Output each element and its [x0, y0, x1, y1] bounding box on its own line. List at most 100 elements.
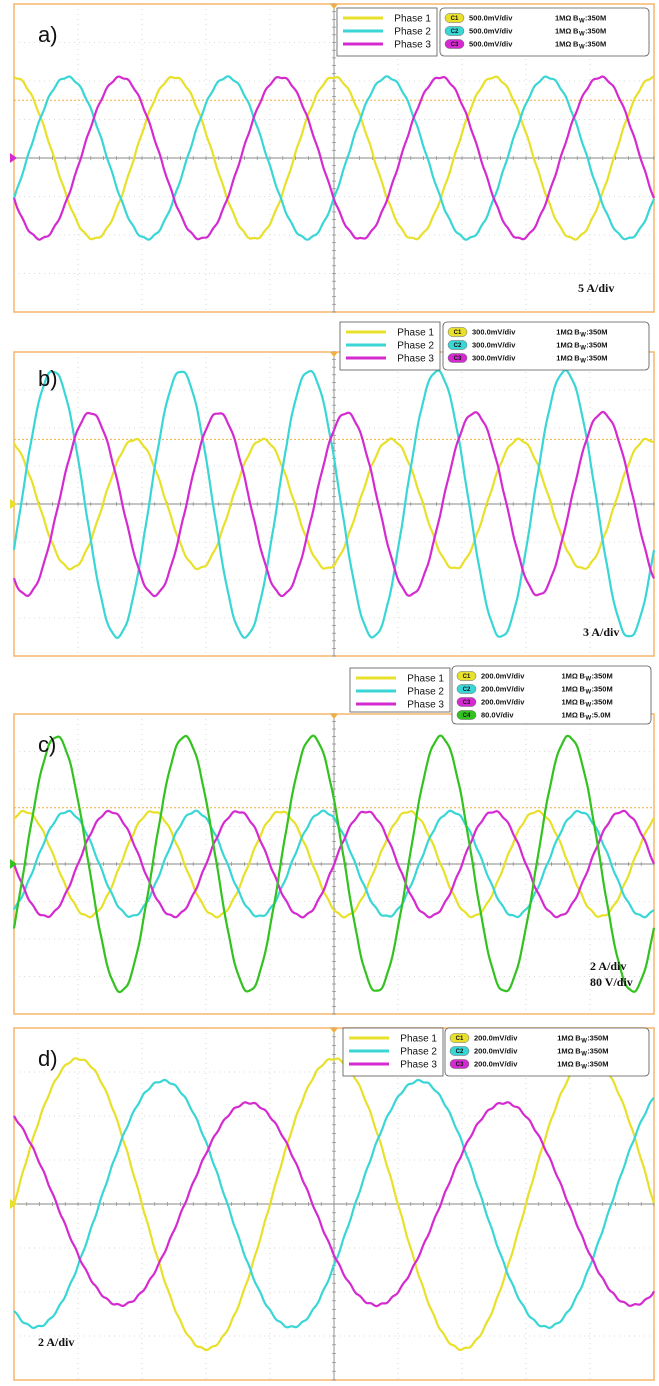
channel-badge: [447, 340, 468, 350]
channel-id: C2: [463, 687, 471, 693]
channel-badge: [444, 13, 465, 23]
channel-scale: 300.0mV/div: [472, 328, 516, 337]
legend-entry: Phase 3: [400, 1060, 437, 1071]
channel-info-box: [439, 7, 650, 57]
channel-scale: 200.0mV/div: [481, 672, 525, 681]
channel-badge: [456, 684, 477, 694]
channel-badge: [449, 1033, 470, 1043]
waveform-phase-3: [12, 809, 655, 919]
scope-plot-a: a) 5 A/div Phase 1 Phase 2 Phase 3 C1 500.0mV/…: [10, 3, 656, 313]
channel-ground-marker: [10, 859, 17, 869]
channel-id: C2: [456, 1049, 464, 1055]
channel-bw-symbol: B: [579, 698, 585, 707]
channel-bandwidth: :350M: [591, 672, 612, 681]
legend-entry: Phase 2: [407, 687, 444, 698]
scope-plot-d: d) 2 A/div Phase 1 Phase 2 Phase 3 C1 200.0mV/…: [10, 1027, 656, 1381]
scale-label: 2 A/div: [590, 959, 626, 973]
channel-badge: [444, 39, 465, 49]
channel-scale: 200.0mV/div: [474, 1047, 518, 1056]
channel-scale: 500.0mV/div: [469, 27, 513, 36]
scale-label: 5 A/div: [578, 281, 614, 295]
channel-bw-subscript: W: [585, 703, 591, 709]
waveform-phase-2: [12, 369, 656, 639]
channel-bandwidth: :350M: [587, 1034, 608, 1043]
channel-bandwidth: :350M: [587, 1060, 608, 1069]
scope-plot-c: c) 2 A/div 80 V/div Phase 1 Phase 2 Phase 3 C1…: [10, 665, 656, 1015]
channel-bw-symbol: B: [575, 1047, 581, 1056]
channel-impedance: 1MΩ: [557, 1060, 573, 1069]
channel-info-box: [444, 1027, 650, 1077]
channel-ground-marker: [10, 499, 17, 509]
channel-bandwidth: :350M: [585, 14, 606, 23]
channel-id: C3: [451, 42, 459, 48]
channel-bw-symbol: B: [573, 14, 579, 23]
channel-impedance: 1MΩ: [557, 1034, 573, 1043]
channel-id: C2: [454, 343, 462, 349]
legend: Phase 1 Phase 2 Phase 3: [339, 321, 441, 371]
legend: Phase 1 Phase 2 Phase 3: [349, 667, 451, 713]
legend-entry: Phase 3: [407, 700, 444, 711]
legend: Phase 1 Phase 2 Phase 3: [342, 1027, 444, 1077]
channel-id: C2: [451, 29, 459, 35]
channel-impedance: 1MΩ: [556, 341, 572, 350]
waveform-phase-1: [13, 437, 655, 571]
panel-label: d): [38, 1046, 58, 1071]
channel-badge: [456, 710, 477, 720]
channel-scale: 200.0mV/div: [481, 685, 525, 694]
channel-badge: [447, 353, 468, 363]
channel-bandwidth: :350M: [587, 1047, 608, 1056]
channel-info-box: [442, 321, 650, 371]
channel-bw-subscript: W: [580, 346, 586, 352]
channel-impedance: 1MΩ: [561, 685, 577, 694]
channel-scale: 500.0mV/div: [469, 40, 513, 49]
channel-scale: 200.0mV/div: [474, 1034, 518, 1043]
channel-bandwidth: :350M: [585, 40, 606, 49]
channel-ground-marker: [10, 153, 17, 163]
channel-impedance: 1MΩ: [555, 27, 571, 36]
channel-bw-subscript: W: [580, 333, 586, 339]
channel-bw-symbol: B: [574, 328, 580, 337]
panel-label: b): [38, 366, 58, 391]
waveform-phase-3: [12, 410, 655, 598]
legend-entry: Phase 3: [397, 354, 434, 365]
channel-bw-subscript: W: [585, 677, 591, 683]
channel-id: C4: [463, 713, 471, 719]
channel-bw-symbol: B: [579, 685, 585, 694]
channel-scale: 200.0mV/div: [474, 1060, 518, 1069]
channel-bw-symbol: B: [579, 711, 585, 720]
scope-panel-a: a) 5 A/div Phase 1 Phase 2 Phase 3 C1 500.0mV/…: [0, 0, 659, 318]
channel-id: C3: [454, 356, 462, 362]
channel-bw-symbol: B: [573, 27, 579, 36]
trigger-position-marker: [330, 352, 338, 357]
channel-bandwidth: :350M: [591, 685, 612, 694]
waveform-phase-2: [13, 1078, 655, 1329]
channel-impedance: 1MΩ: [556, 354, 572, 363]
channel-bw-symbol: B: [579, 672, 585, 681]
trigger-position-marker: [330, 4, 338, 9]
channel-impedance: 1MΩ: [561, 672, 577, 681]
channel-badge: [449, 1046, 470, 1056]
channel-id: C1: [456, 1036, 464, 1042]
channel-bw-subscript: W: [585, 716, 591, 722]
channel-bw-subscript: W: [579, 19, 585, 25]
channel-id: C3: [463, 700, 471, 706]
channel-ground-marker: [10, 1199, 17, 1209]
scale-label: 80 V/div: [590, 975, 633, 989]
channel-badge: [447, 327, 468, 337]
channel-info-box: [451, 665, 652, 725]
scale-label: 3 A/div: [583, 625, 619, 639]
scope-panel-c: c) 2 A/div 80 V/div Phase 1 Phase 2 Phase 3 C1…: [0, 664, 659, 1020]
channel-bw-symbol: B: [574, 354, 580, 363]
channel-bw-symbol: B: [575, 1034, 581, 1043]
legend-entry: Phase 2: [394, 27, 431, 38]
legend-entry: Phase 1: [394, 14, 431, 25]
channel-id: C1: [463, 674, 471, 680]
channel-bw-subscript: W: [585, 690, 591, 696]
panel-label: a): [38, 22, 58, 47]
channel-id: C1: [451, 16, 459, 22]
channel-bw-subscript: W: [581, 1052, 587, 1058]
legend-entry: Phase 2: [397, 341, 434, 352]
channel-impedance: 1MΩ: [555, 14, 571, 23]
